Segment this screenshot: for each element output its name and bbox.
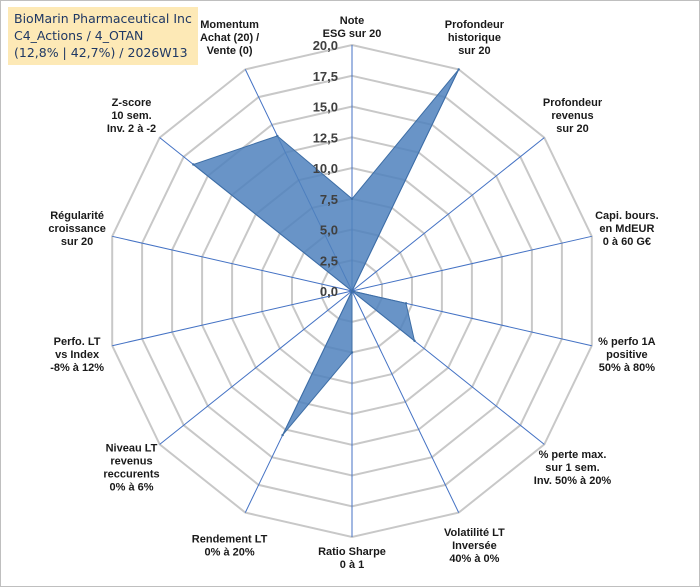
category-label-10: Perfo. LT vs Index -8% à 12% xyxy=(50,336,104,374)
category-label-5-line-1: sur 1 sem. xyxy=(545,462,599,474)
category-label-3-line-0: Capi. bours. xyxy=(595,210,659,222)
category-label-10-line-0: Perfo. LT xyxy=(54,336,101,348)
category-label-4-line-1: positive xyxy=(606,349,648,361)
category-label-6-line-1: Inversée xyxy=(452,540,497,552)
category-label-8: Rendement LT 0% à 20% xyxy=(192,534,268,559)
tick-label-5: 12,5 xyxy=(313,130,338,145)
category-label-8-line-0: Rendement LT xyxy=(192,534,268,546)
category-label-1-line-2: sur 20 xyxy=(458,45,490,57)
category-label-11-line-2: sur 20 xyxy=(61,236,93,248)
category-label-0-line-0: Note xyxy=(340,15,364,27)
series-point-8 xyxy=(281,433,284,437)
category-label-4-line-0: % perfo 1A xyxy=(598,336,656,348)
category-label-10-line-1: vs Index xyxy=(55,349,100,361)
category-label-11: Régularité croissance sur 20 xyxy=(48,210,105,248)
category-label-13-line-2: Vente (0) xyxy=(207,45,253,57)
tick-label-2: 5,0 xyxy=(320,223,338,238)
series-point-11 xyxy=(350,289,354,293)
tick-label-8: 20,0 xyxy=(313,38,338,53)
category-label-5-line-0: % perte max. xyxy=(539,449,607,461)
category-label-2-line-2: sur 20 xyxy=(556,123,588,135)
category-label-13: Momentum Achat (20) / Vente (0) xyxy=(200,19,259,57)
category-label-7-line-1: 0 à 1 xyxy=(340,559,364,571)
series-point-1 xyxy=(457,68,460,71)
category-label-5-line-2: Inv. 50% à 20% xyxy=(534,475,612,487)
category-label-3-line-2: 0 à 60 G€ xyxy=(603,236,651,248)
radar-tick-labels: 0,0 2,5 5,0 7,5 10,0 12,5 15,0 17,5 20,0 xyxy=(313,38,338,299)
category-label-8-line-1: 0% à 20% xyxy=(205,547,255,559)
category-label-10-line-2: -8% à 12% xyxy=(50,362,104,374)
category-label-5: % perte max. sur 1 sem. Inv. 50% à 20% xyxy=(534,449,612,487)
series-point-5 xyxy=(413,339,416,342)
category-label-7-line-0: Ratio Sharpe xyxy=(318,546,386,558)
category-label-4: % perfo 1A positive 50% à 80% xyxy=(598,336,656,374)
tick-label-1: 2,5 xyxy=(320,253,338,268)
series-point-12 xyxy=(192,163,195,166)
chart-title-box: BioMarin Pharmaceutical Inc C4_Actions /… xyxy=(8,7,198,65)
category-label-11-line-0: Régularité xyxy=(50,210,104,222)
axis-spoke-3 xyxy=(351,235,592,292)
category-label-9-line-1: revenus xyxy=(110,455,152,467)
axis-spoke-10 xyxy=(112,290,353,347)
category-label-2: Profondeur revenus sur 20 xyxy=(543,97,603,135)
series-area-0 xyxy=(192,69,460,436)
category-label-3: Capi. bours. en MdEUR 0 à 60 G€ xyxy=(595,210,659,248)
axis-spoke-9 xyxy=(159,290,353,445)
category-label-12: Z-score 10 sem. Inv. 2 à -2 xyxy=(107,97,156,135)
category-label-12-line-0: Z-score xyxy=(112,97,152,109)
chart-title-stats: (12,8% | 42,7%) / 2026W13 xyxy=(14,45,188,60)
category-label-12-line-2: Inv. 2 à -2 xyxy=(107,123,156,135)
category-label-3-line-1: en MdEUR xyxy=(599,223,654,235)
category-label-6-line-0: Volatilité LT xyxy=(444,527,505,539)
tick-label-4: 10,0 xyxy=(313,161,338,176)
axis-spoke-11 xyxy=(112,235,353,292)
tick-label-6: 15,0 xyxy=(313,100,338,115)
series-point-7 xyxy=(350,351,354,354)
tick-label-3: 7,5 xyxy=(320,192,338,207)
category-label-9-line-3: 0% à 6% xyxy=(109,481,153,493)
category-label-0-line-1: ESG sur 20 xyxy=(323,28,382,40)
chart-title-company: BioMarin Pharmaceutical Inc xyxy=(14,11,192,26)
category-label-9-line-2: reccurents xyxy=(103,468,159,480)
category-label-13-line-1: Achat (20) / xyxy=(200,32,259,44)
category-label-1-line-1: historique xyxy=(448,32,501,44)
category-label-11-line-1: croissance xyxy=(48,223,105,235)
axis-spoke-2 xyxy=(351,137,545,292)
category-label-6: Volatilité LT Inversée 40% à 0% xyxy=(444,527,505,565)
category-label-9: Niveau LT revenus reccurents 0% à 6% xyxy=(103,442,159,493)
category-label-2-line-1: revenus xyxy=(551,110,593,122)
tick-label-0: 0,0 xyxy=(320,284,338,299)
category-label-4-line-2: 50% à 80% xyxy=(599,362,655,374)
category-label-2-line-0: Profondeur xyxy=(543,97,603,109)
category-label-12-line-1: 10 sem. xyxy=(111,110,151,122)
series-point-4 xyxy=(404,302,408,305)
category-label-7: Ratio Sharpe 0 à 1 xyxy=(318,546,386,571)
category-label-13-line-0: Momentum xyxy=(200,19,259,31)
category-label-6-line-2: 40% à 0% xyxy=(449,553,499,565)
axis-spoke-6 xyxy=(351,290,460,513)
category-label-1-line-0: Profondeur xyxy=(445,19,505,31)
chart-title-category: C4_Actions / 4_OTAN xyxy=(14,28,144,43)
series-point-0 xyxy=(350,197,354,200)
category-label-9-line-0: Niveau LT xyxy=(106,442,158,454)
tick-label-7: 17,5 xyxy=(313,69,338,84)
radar-series xyxy=(192,68,460,437)
category-label-0: Note ESG sur 20 xyxy=(323,15,382,40)
series-point-13 xyxy=(276,134,279,138)
category-label-1: Profondeur historique sur 20 xyxy=(445,19,505,57)
